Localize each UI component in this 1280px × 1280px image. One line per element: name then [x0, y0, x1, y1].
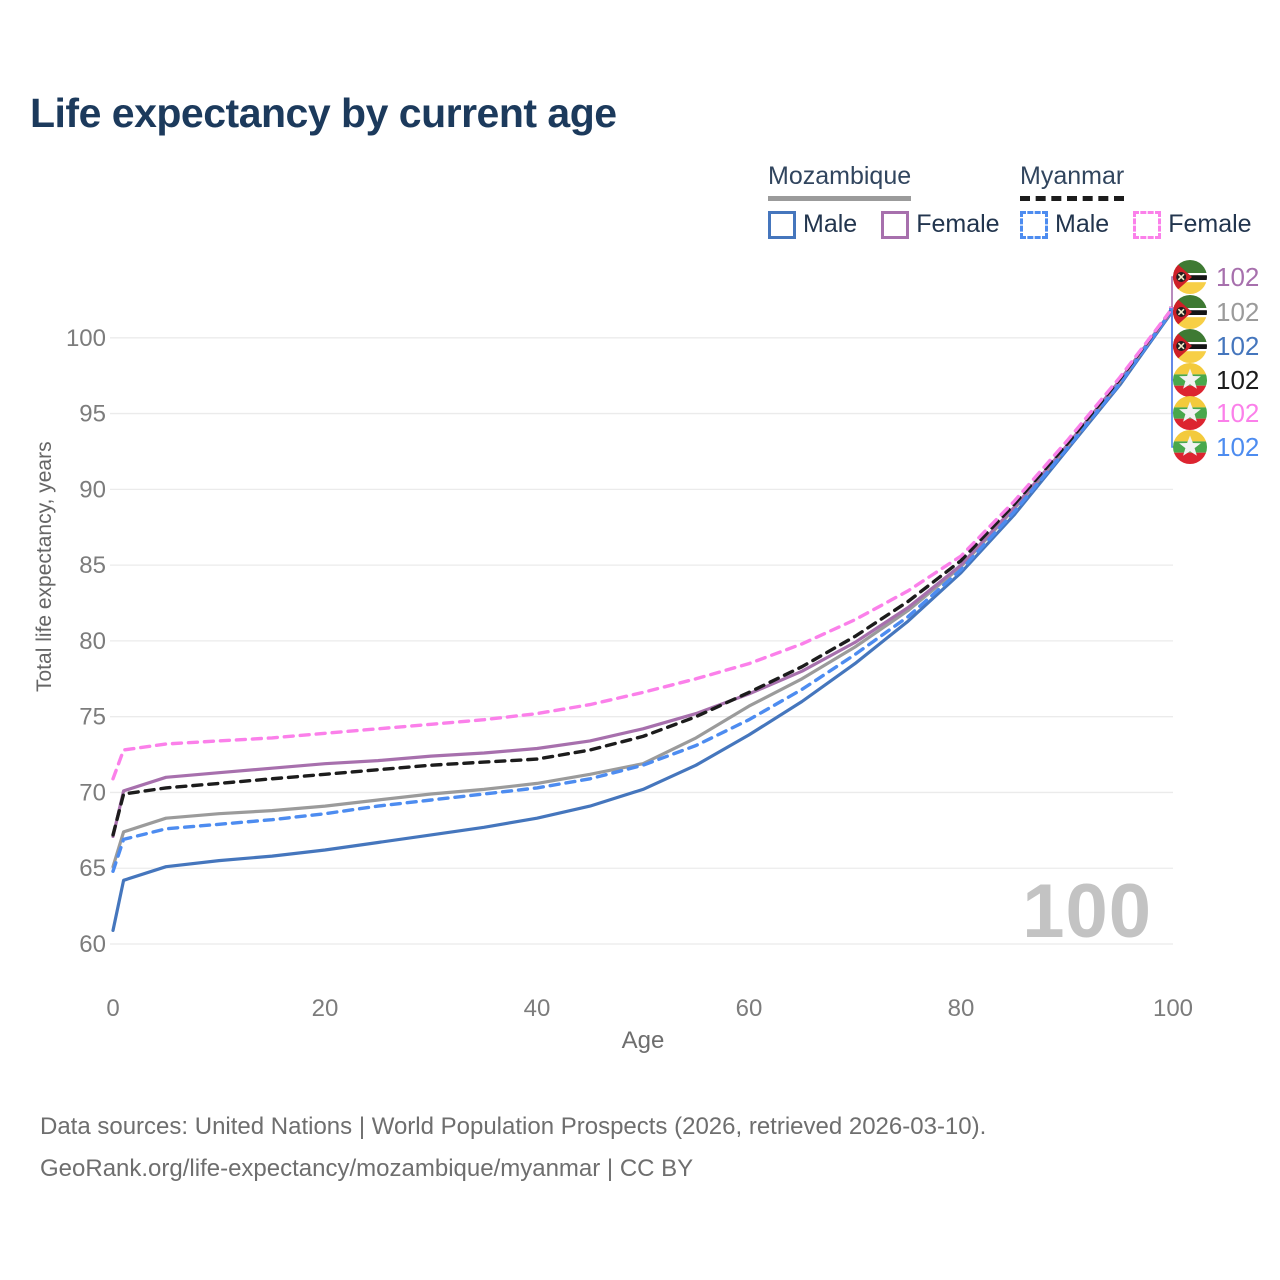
y-axis-title: Total life expectancy, years	[33, 441, 56, 692]
series-line-myanmar-male[interactable]	[111, 307, 1175, 873]
legend-group-myanmar: Myanmar Male Female	[1020, 162, 1252, 239]
legend-item-mozambique-male[interactable]: Male	[768, 210, 857, 239]
legend-item-myanmar-male[interactable]: Male	[1020, 210, 1109, 239]
flag-icon-mozambique	[1173, 295, 1207, 329]
y-tick-label-75: 75	[79, 704, 106, 731]
y-tick-label-90: 90	[79, 476, 106, 503]
footer-attribution-link[interactable]: GeoRank.org/life-expectancy/mozambique/m…	[40, 1155, 694, 1182]
end-value: 102	[1216, 262, 1260, 292]
end-value: 102	[1216, 398, 1260, 428]
end-value: 102	[1216, 297, 1260, 327]
x-tick-label-80: 80	[948, 995, 975, 1022]
y-tick-label-80: 80	[79, 628, 106, 655]
page-title: Life expectancy by current age	[30, 90, 617, 136]
y-tick-label-65: 65	[79, 855, 106, 882]
end-label-row-myanmar: 102	[1173, 396, 1259, 430]
end-label-row-mozambique: 102	[1173, 329, 1259, 363]
legend-group-mozambique: Mozambique Male Female	[768, 162, 1000, 239]
flag-icon-myanmar	[1173, 396, 1207, 430]
end-label-row-mozambique: 102	[1173, 260, 1259, 294]
series-line-mozambique-both[interactable]	[111, 307, 1175, 869]
y-tick-label-70: 70	[79, 779, 106, 806]
x-tick-label-0: 0	[106, 995, 119, 1022]
legend-item-label: Female	[916, 210, 1000, 238]
x-axis-title: Age	[621, 1027, 665, 1054]
legend-item-label: Male	[1055, 210, 1110, 238]
legend-swatch-myanmar-male-icon	[1020, 210, 1048, 239]
y-tick-label-60: 60	[79, 931, 106, 958]
hover-age-watermark: 100	[1022, 869, 1152, 954]
end-label-row-myanmar: 102	[1173, 430, 1259, 464]
legend-item-label: Male	[803, 210, 858, 238]
legend-swatch-mozambique-male-icon	[768, 210, 796, 239]
x-tick-label-100: 100	[1153, 995, 1193, 1022]
series-line-mozambique-female[interactable]	[111, 307, 1175, 839]
flag-icon-mozambique	[1173, 260, 1207, 294]
flag-icon-myanmar	[1173, 363, 1207, 397]
series-line-myanmar-female[interactable]	[111, 305, 1175, 781]
y-tick-label-95: 95	[79, 401, 106, 428]
x-tick-label-60: 60	[736, 995, 763, 1022]
legend-item-mozambique-female[interactable]: Female	[881, 210, 1000, 239]
flag-icon-myanmar	[1173, 430, 1207, 464]
legend-swatch-myanmar-female-icon	[1133, 210, 1162, 239]
legend-swatch-mozambique-female-icon	[881, 210, 910, 239]
series-line-mozambique-male[interactable]	[111, 308, 1175, 933]
footer-data-sources: Data sources: United Nations | World Pop…	[40, 1113, 987, 1140]
legend-country-myanmar[interactable]: Myanmar	[1020, 162, 1125, 201]
y-tick-label-85: 85	[79, 552, 106, 579]
flag-icon-mozambique	[1173, 329, 1207, 363]
legend-item-label: Female	[1168, 210, 1252, 238]
end-value: 102	[1216, 331, 1260, 361]
end-value: 102	[1216, 432, 1260, 462]
x-tick-label-20: 20	[312, 995, 339, 1022]
legend-item-myanmar-female[interactable]: Female	[1133, 210, 1252, 239]
end-label-row-myanmar: 102	[1173, 363, 1259, 397]
x-tick-label-40: 40	[524, 995, 551, 1022]
footer: Data sources: United Nations | World Pop…	[40, 1106, 986, 1190]
end-value: 102	[1216, 365, 1260, 395]
series-line-myanmar-both[interactable]	[111, 305, 1175, 837]
end-label-row-mozambique: 102	[1173, 295, 1259, 329]
legend-country-mozambique[interactable]: Mozambique	[768, 162, 912, 201]
y-tick-label-100: 100	[66, 325, 106, 352]
